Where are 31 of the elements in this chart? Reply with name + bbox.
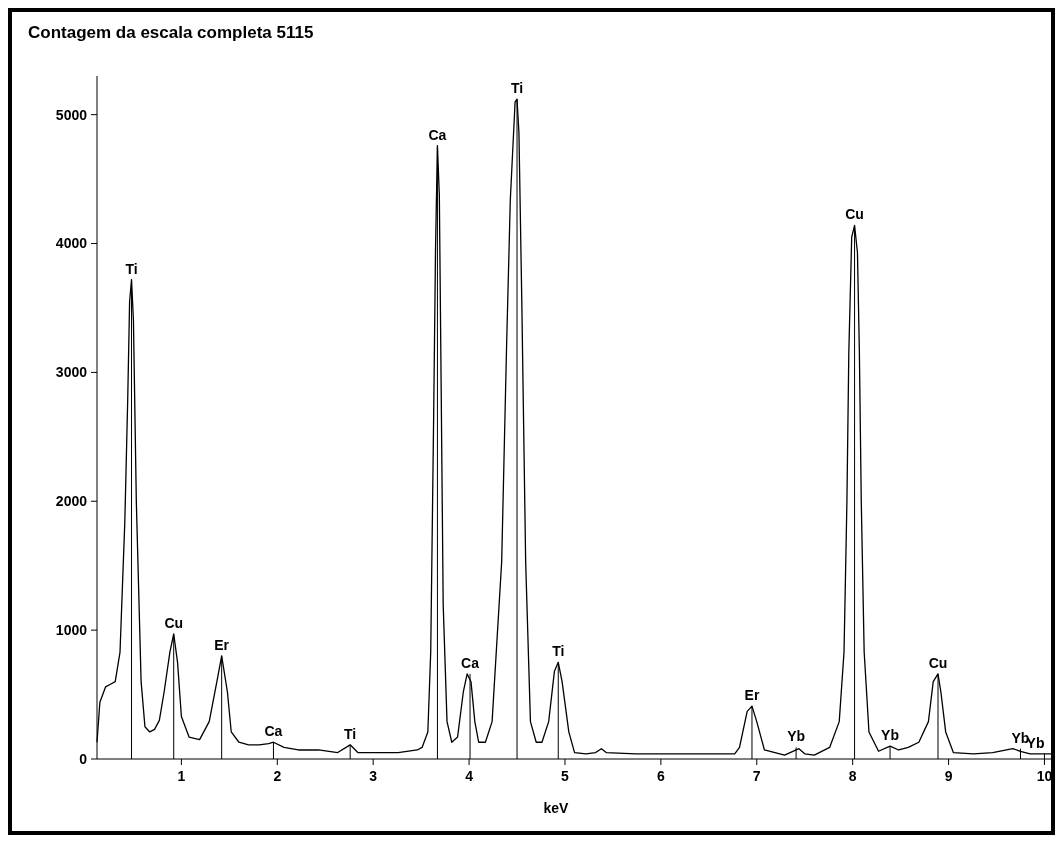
annotation: Ti: [510, 80, 524, 97]
x-tick-label: 6: [656, 768, 665, 784]
annotation: Ca: [428, 126, 447, 143]
annotation: Yb: [787, 728, 806, 745]
chart-title: Contagem da escala completa 5115: [28, 23, 314, 42]
y-tick-label: 2000: [55, 493, 88, 510]
annotation: Yb: [881, 727, 899, 744]
x-tick-label: 8: [848, 768, 857, 784]
annotation: Cu: [928, 654, 948, 671]
y-tick-label: 0: [79, 750, 88, 767]
annotation: Cu: [164, 615, 184, 631]
y-tick-label: 5000: [55, 106, 88, 123]
annotation: Ti: [344, 725, 357, 742]
x-tick-label: 1: [177, 768, 186, 784]
x-tick-label: 2: [273, 768, 282, 784]
x-axis-title: keV: [543, 800, 570, 816]
annotation: Er: [214, 636, 230, 653]
annotation: Ti: [125, 260, 138, 277]
annotation: Ca: [264, 723, 283, 740]
x-tick-label: 7: [752, 768, 761, 784]
y-tick-label: 1000: [55, 622, 88, 639]
y-tick-label: 3000: [55, 364, 88, 381]
x-tick-label: 9: [944, 768, 953, 784]
annotation: Ti: [552, 643, 565, 660]
y-tick-label: 4000: [55, 235, 88, 252]
x-tick-label: 3: [369, 768, 378, 784]
x-tick-label: 4: [465, 768, 474, 784]
annotation: Ca: [461, 654, 480, 671]
annotation: Cu: [845, 206, 864, 223]
x-tick-label: 5: [561, 768, 570, 784]
annotation: Er: [744, 687, 760, 704]
